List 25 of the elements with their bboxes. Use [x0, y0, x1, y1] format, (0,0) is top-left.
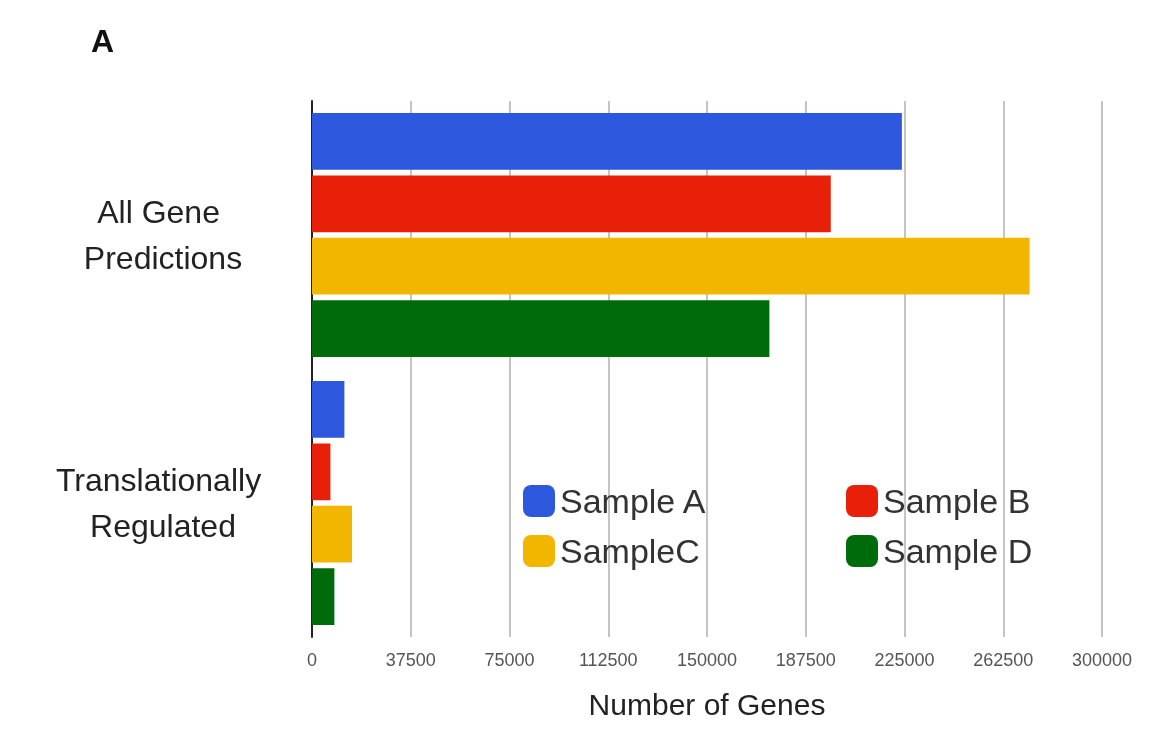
legend-label: Sample D — [883, 532, 1033, 570]
bar — [312, 237, 1030, 295]
x-tick-label: 0 — [306, 650, 318, 670]
x-tick-label: 262500 — [973, 650, 1034, 670]
bar — [312, 443, 331, 501]
y-tick-label: All Gene Predictions — [83, 194, 243, 276]
bar — [312, 568, 335, 625]
x-tick-label: 75000 — [484, 650, 535, 670]
bar — [312, 300, 770, 357]
x-tick-label: 187500 — [775, 650, 836, 670]
x-tick-label: 37500 — [385, 650, 436, 670]
bar — [312, 505, 353, 563]
bar — [312, 381, 345, 438]
legend-label: Sample B — [883, 482, 1031, 520]
bar — [312, 175, 831, 233]
x-tick-label: 225000 — [874, 650, 935, 670]
chart-title: A — [91, 23, 115, 59]
y-tick-label: Translationally Regulated — [55, 462, 271, 544]
x-axis-title: Number of Genes — [588, 687, 826, 721]
x-tick-label: 300000 — [1071, 650, 1133, 670]
legend-label: SampleC — [560, 532, 700, 570]
x-tick-label: 112500 — [578, 650, 638, 670]
legend-label: Sample A — [560, 482, 706, 520]
x-tick-label: 150000 — [676, 650, 738, 670]
bar — [312, 113, 902, 170]
